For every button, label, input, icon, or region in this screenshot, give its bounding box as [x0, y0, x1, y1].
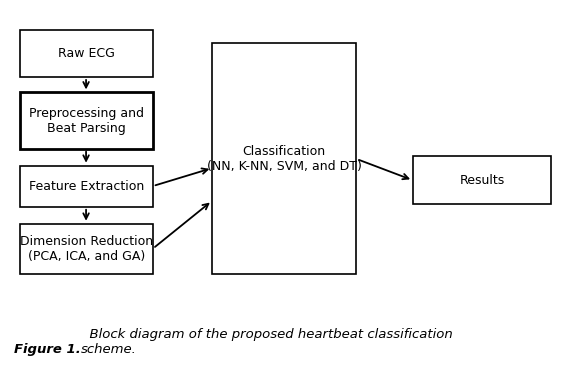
Text: Results: Results: [459, 174, 505, 187]
Text: Preprocessing and
Beat Parsing: Preprocessing and Beat Parsing: [29, 107, 144, 135]
FancyBboxPatch shape: [413, 156, 552, 204]
Text: Raw ECG: Raw ECG: [58, 47, 115, 60]
FancyBboxPatch shape: [20, 224, 153, 274]
Text: Figure 1.: Figure 1.: [14, 343, 81, 356]
Text: Feature Extraction: Feature Extraction: [29, 180, 144, 193]
FancyBboxPatch shape: [20, 30, 153, 77]
Text: Dimension Reduction
(PCA, ICA, and GA): Dimension Reduction (PCA, ICA, and GA): [20, 235, 153, 263]
FancyBboxPatch shape: [212, 43, 357, 274]
Text: Block diagram of the proposed heartbeat classification
scheme.: Block diagram of the proposed heartbeat …: [81, 328, 453, 356]
Text: Classification
(NN, K-NN, SVM, and DT): Classification (NN, K-NN, SVM, and DT): [207, 145, 362, 173]
FancyBboxPatch shape: [20, 92, 153, 149]
FancyBboxPatch shape: [20, 166, 153, 207]
